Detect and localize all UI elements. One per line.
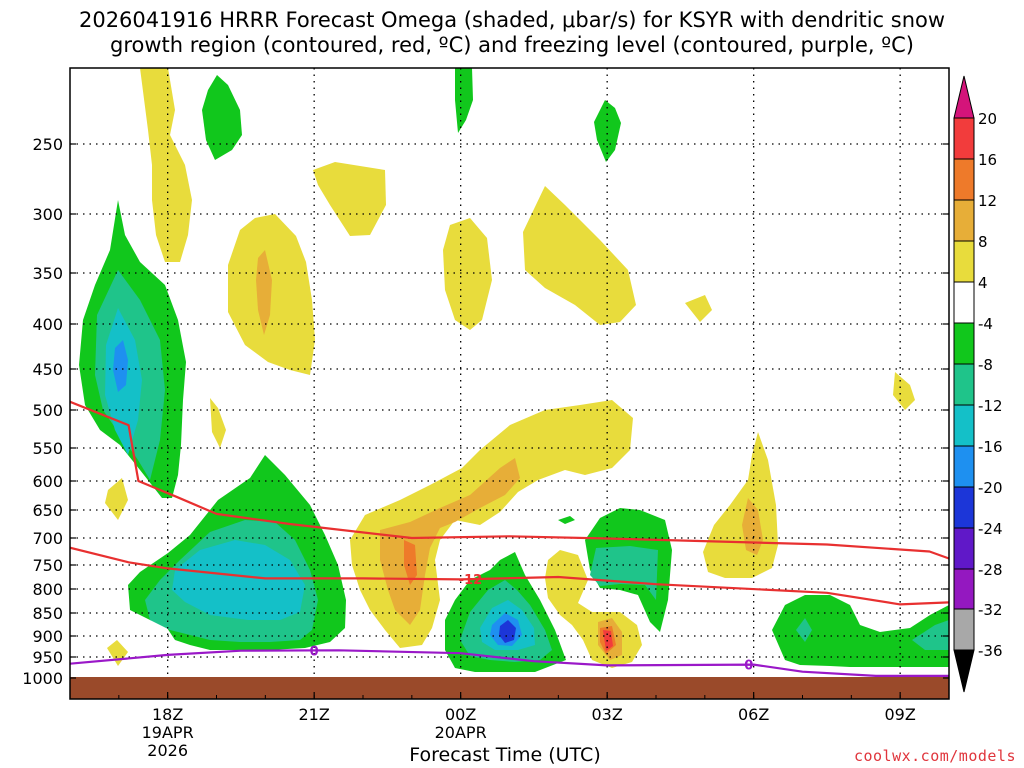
- y-axis: 250 300 350 400 450 500 550 600 650 700 750 800 850 9…: [22, 135, 949, 688]
- omega-region-3: [313, 162, 386, 236]
- colorbar-label: -4: [978, 315, 993, 333]
- omega-region-25: [558, 516, 575, 524]
- grid-lines: [70, 68, 949, 699]
- y-tick-label: 350: [32, 264, 63, 283]
- omega-region-34: [796, 618, 812, 642]
- x-tick-date: 19APR: [142, 723, 194, 742]
- dgz-lower-label: -12: [459, 573, 483, 588]
- colorbar-label: -16: [978, 438, 1003, 456]
- y-tick-label: 750: [32, 556, 63, 575]
- dgz-lower-line: [70, 546, 949, 606]
- colorbar-segment: [953, 608, 975, 651]
- x-tick-date: 20APR: [435, 723, 487, 742]
- omega-region-23: [455, 68, 473, 133]
- y-tick-label: 550: [32, 439, 63, 458]
- colorbar-label: -28: [978, 561, 1003, 579]
- y-tick-label: 400: [32, 315, 63, 334]
- y-tick-label: 650: [32, 501, 63, 520]
- omega-region-35: [912, 620, 949, 650]
- omega-region-10: [107, 640, 128, 666]
- y-tick-label: 900: [32, 627, 63, 646]
- colorbar-top-arrow: [953, 75, 975, 119]
- x-tick-label: 09Z: [885, 705, 916, 724]
- colorbar-segment: [953, 363, 975, 406]
- colorbar-label: -36: [978, 642, 1003, 660]
- dgz-minus12-line: [70, 400, 949, 560]
- colorbar-label: -12: [978, 397, 1003, 415]
- x-tick-label: 03Z: [592, 705, 623, 724]
- colorbar-label: -8: [978, 356, 993, 374]
- colorbar-segment: [953, 117, 975, 160]
- omega-region-24: [594, 100, 621, 162]
- omega-region-16: [742, 498, 763, 555]
- title-line-2: growth region (contoured, red, ºC) and f…: [110, 33, 914, 57]
- omega-region-37: [172, 540, 305, 620]
- y-tick-label: 250: [32, 135, 63, 154]
- colorbar-label: 16: [978, 151, 997, 169]
- x-tick-label: 00Z: [445, 705, 476, 724]
- freezing-level-label: 0: [310, 644, 319, 659]
- y-tick-label: 700: [32, 529, 63, 548]
- colorbar-segment: [953, 199, 975, 242]
- colorbar: 20 16 12 8 4 -4 -8 -12 -16 -20 -24 -28 -32 -36: [953, 75, 1003, 693]
- y-tick-label: 950: [32, 648, 63, 667]
- x-tick-label: 21Z: [299, 705, 330, 724]
- x-tick-label: 06Z: [738, 705, 769, 724]
- colorbar-label: 20: [978, 110, 997, 128]
- contour-lines: -12 0 0: [70, 400, 949, 677]
- omega-region-2: [228, 214, 315, 375]
- x-tick-year: 2026: [147, 741, 188, 760]
- x-axis-label: Forecast Time (UTC): [409, 744, 601, 766]
- colorbar-bottom-arrow: [953, 649, 975, 693]
- omega-region-4: [443, 218, 492, 330]
- chart-title: 2026041916 HRRR Forecast Omega (shaded, …: [0, 8, 1024, 58]
- y-tick-label: 450: [32, 360, 63, 379]
- x-tick-label: 18Z: [152, 705, 183, 724]
- colorbar-segment: [953, 240, 975, 283]
- omega-region-39: [113, 340, 128, 392]
- credit-link[interactable]: coolwx.com/models: [853, 747, 1016, 765]
- colorbar-label: 12: [978, 192, 997, 210]
- omega-region-14: [256, 250, 272, 335]
- omega-region-29: [772, 595, 949, 667]
- colorbar-label: -20: [978, 479, 1003, 497]
- omega-region-33: [590, 546, 658, 600]
- y-tick-label: 850: [32, 604, 63, 623]
- y-tick-label: 1000: [22, 669, 63, 688]
- terrain-ground: [70, 677, 949, 699]
- omega-region-41: [499, 620, 516, 643]
- colorbar-segment: [953, 158, 975, 201]
- omega-region-15: [380, 458, 520, 625]
- plot-area: -12 0 0: [70, 68, 949, 699]
- colorbar-label: 8: [978, 233, 988, 251]
- y-tick-label: 800: [32, 580, 63, 599]
- omega-region-18: [404, 540, 417, 585]
- colorbar-label: -24: [978, 520, 1003, 538]
- omega-region-1: [140, 68, 192, 262]
- colorbar-label: 4: [978, 274, 988, 292]
- freezing-level-label: 0: [744, 659, 753, 674]
- omega-region-20: [603, 630, 613, 651]
- omega-region-9: [893, 372, 915, 410]
- colorbar-segment: [953, 404, 975, 447]
- y-tick-label: 500: [32, 401, 63, 420]
- title-line-1: 2026041916 HRRR Forecast Omega (shaded, …: [78, 8, 946, 32]
- colorbar-segment: [953, 445, 975, 488]
- y-tick-label: 300: [32, 205, 63, 224]
- colorbar-label: -32: [978, 601, 1003, 619]
- colorbar-segment: [953, 527, 975, 570]
- colorbar-segment: [953, 322, 975, 365]
- freezing-level-line: [70, 649, 949, 677]
- y-tick-label: 600: [32, 472, 63, 491]
- colorbar-segment: [953, 486, 975, 529]
- colorbar-segment: [953, 568, 975, 610]
- omega-region-22: [202, 75, 242, 160]
- colorbar-segment: [953, 281, 975, 324]
- omega-region-6: [685, 295, 712, 322]
